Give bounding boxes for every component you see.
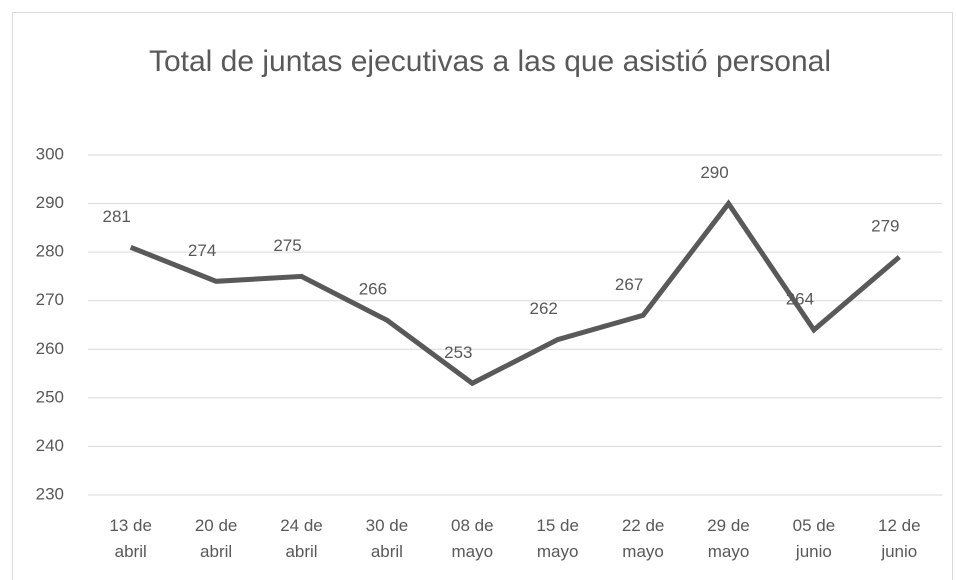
x-tick-label: 05 de junio (792, 516, 836, 561)
data-label: 279 (871, 216, 899, 235)
x-tick-label: 12 de junio (878, 516, 921, 561)
chart-border (12, 12, 953, 580)
y-tick-label: 240 (36, 436, 64, 455)
data-label: 262 (530, 299, 558, 318)
x-tick-label: 13 de abril (109, 516, 152, 561)
y-tick-label: 290 (36, 193, 64, 212)
data-label: 290 (700, 163, 728, 182)
data-label: 275 (273, 236, 301, 255)
data-label: 267 (615, 275, 643, 294)
x-tick-label: 20 de abril (194, 516, 238, 561)
x-tick-label: 15 de mayo (536, 516, 579, 561)
y-tick-label: 270 (36, 290, 64, 309)
y-tick-label: 260 (36, 339, 64, 358)
y-tick-label: 250 (36, 387, 64, 406)
x-tick-label: 08 de mayo (451, 516, 494, 561)
y-tick-label: 280 (36, 242, 64, 261)
data-label: 266 (359, 280, 387, 299)
line-series (129, 199, 901, 387)
x-tick-label: 22 de mayo (621, 516, 665, 561)
data-label: 264 (786, 289, 814, 308)
y-tick-label: 300 (36, 144, 64, 163)
x-tick-label: 29 de mayo (707, 516, 750, 561)
data-label: 274 (188, 241, 216, 260)
x-tick-label: 24 de abril (280, 516, 323, 561)
data-label: 253 (444, 343, 472, 362)
data-label: 281 (103, 207, 131, 226)
chart-title: Total de juntas ejecutivas a las que asi… (148, 45, 832, 78)
x-tick-label: 30 de abril (365, 516, 409, 561)
y-tick-label: 230 (36, 484, 64, 503)
